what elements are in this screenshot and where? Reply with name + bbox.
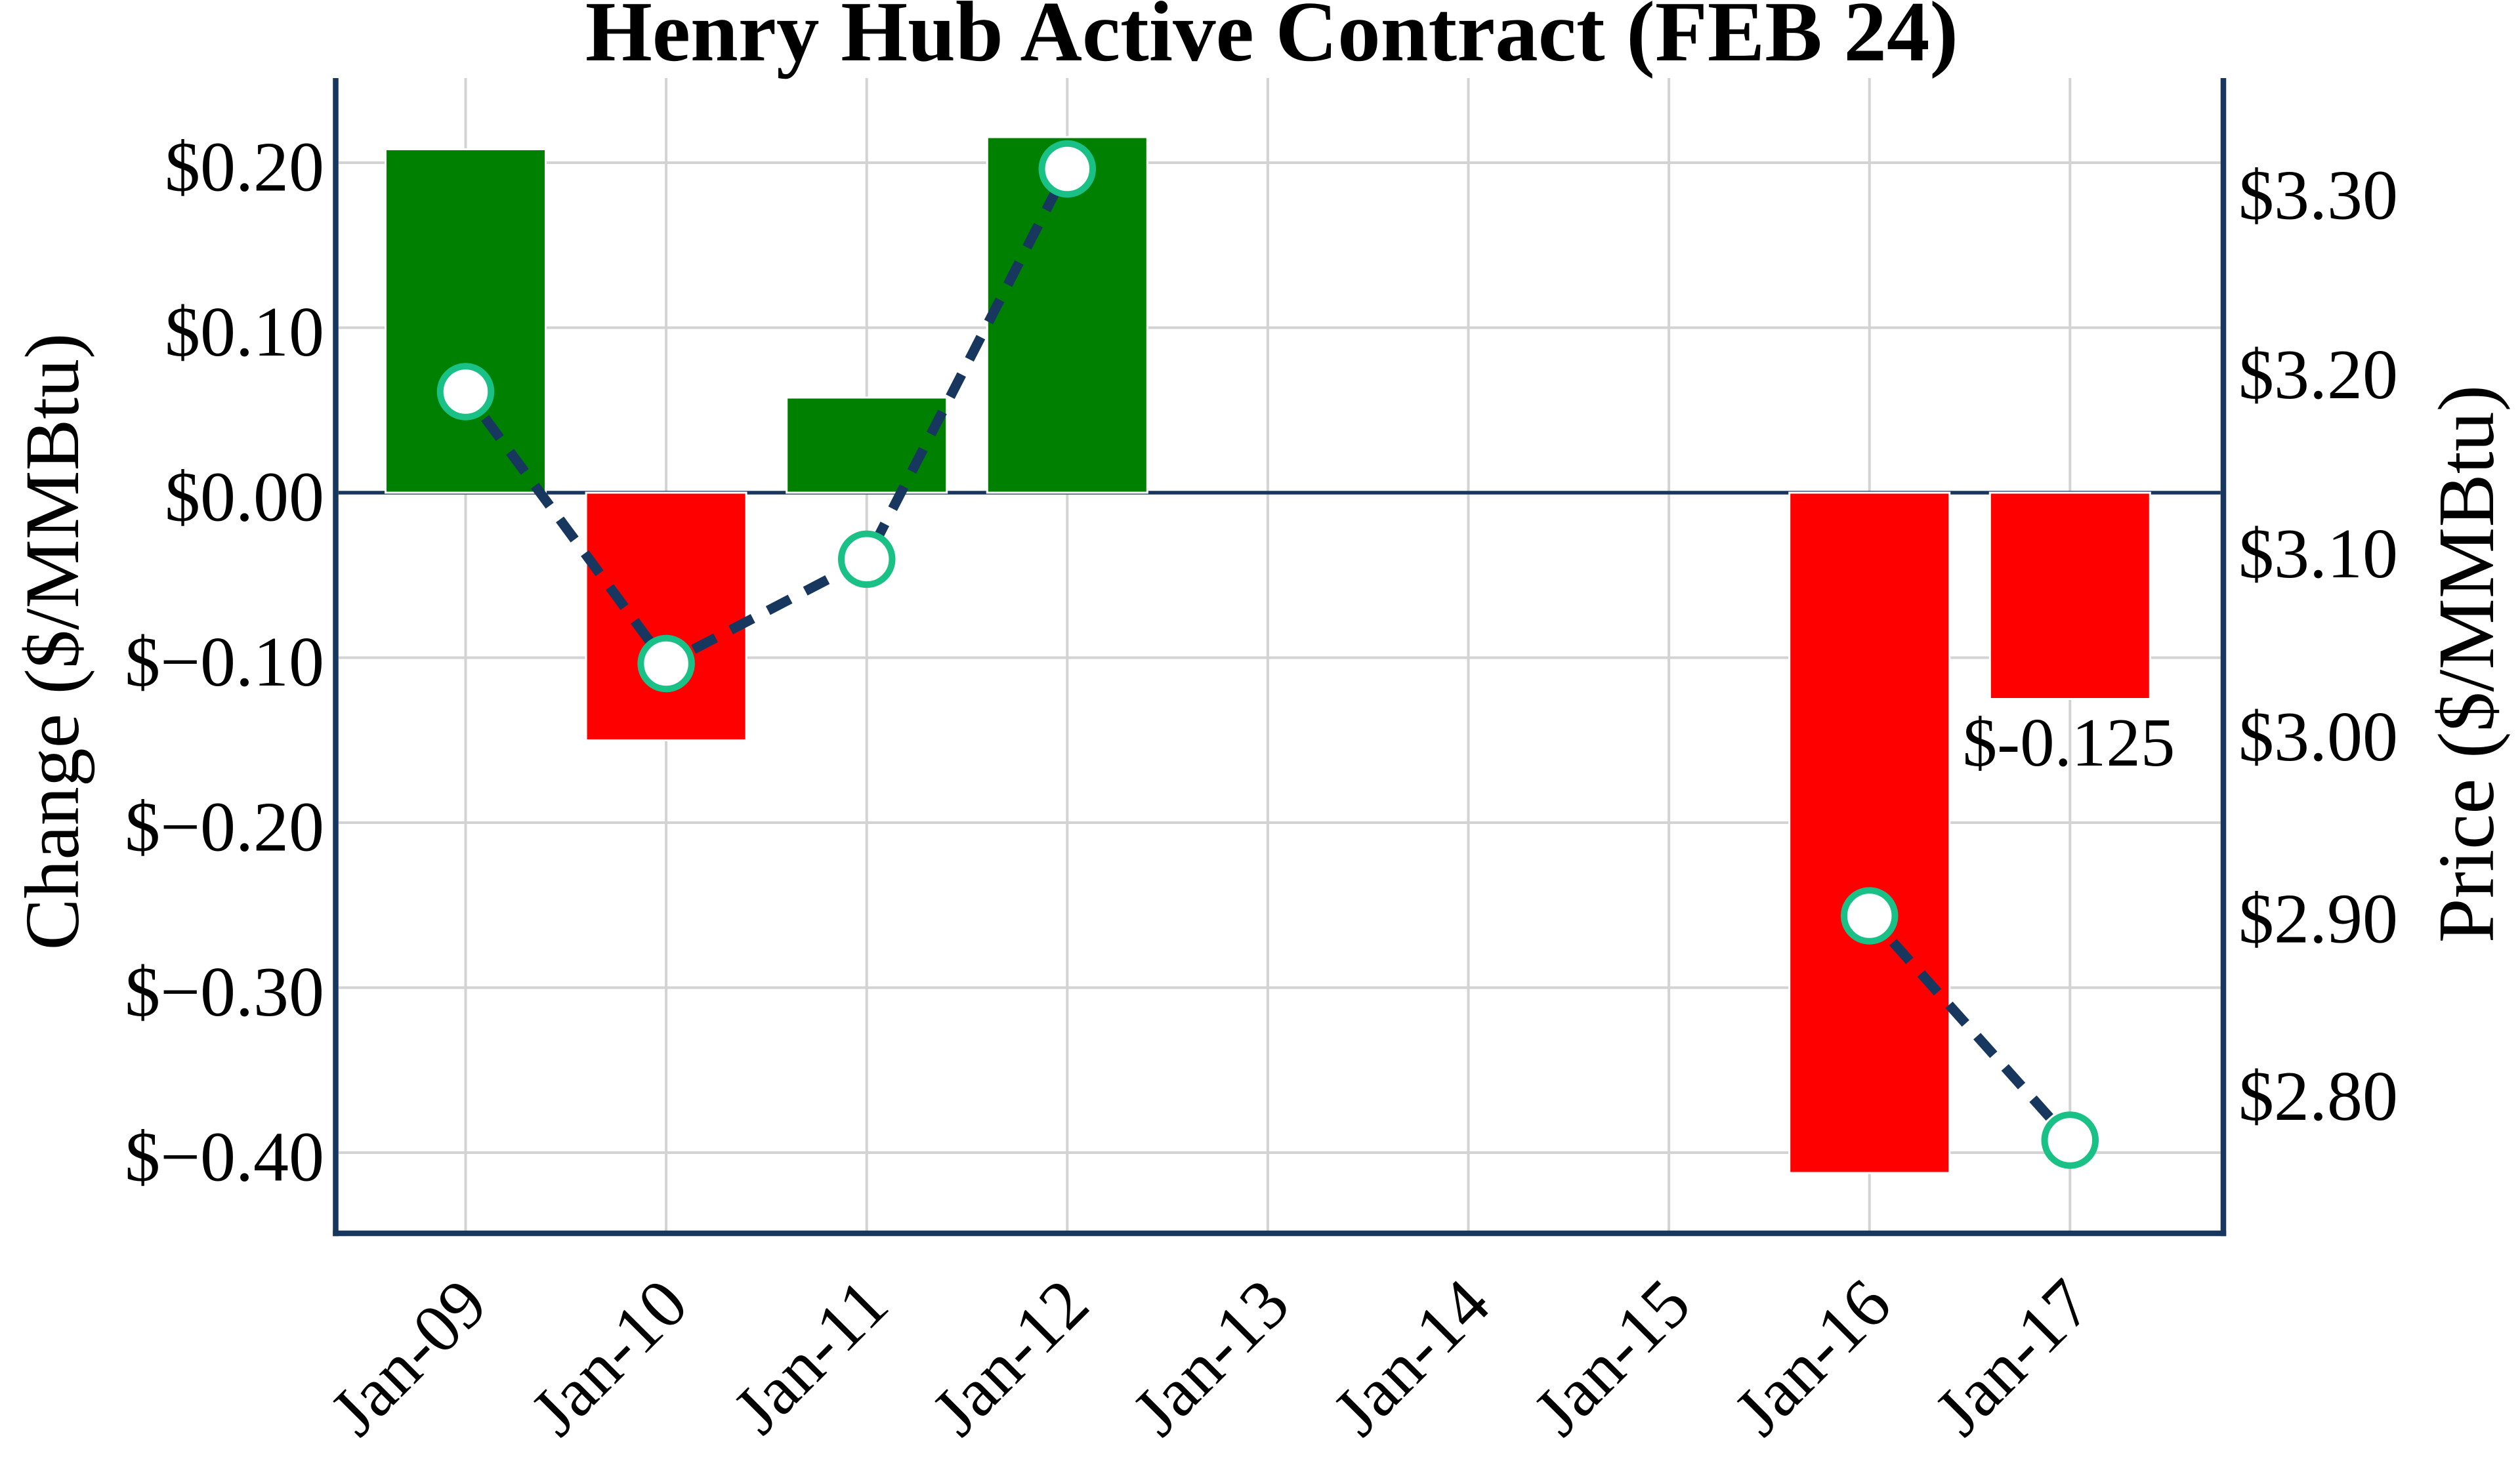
svg-text:$3.30: $3.30 <box>2238 157 2398 235</box>
svg-text:$3.10: $3.10 <box>2238 515 2398 593</box>
svg-text:$3.20: $3.20 <box>2238 336 2398 414</box>
svg-text:$−0.30: $−0.30 <box>125 953 324 1031</box>
svg-text:$0.00: $0.00 <box>165 458 324 536</box>
svg-text:$−0.10: $−0.10 <box>125 623 324 701</box>
svg-text:$2.90: $2.90 <box>2238 880 2398 958</box>
svg-text:Price ($/MMBtu): Price ($/MMBtu) <box>2422 385 2511 943</box>
svg-text:Change ($/MMBtu): Change ($/MMBtu) <box>9 333 95 951</box>
svg-text:Henry Hub Active Contract (FEB: Henry Hub Active Contract (FEB 24) <box>585 0 1958 79</box>
svg-text:$-0.125: $-0.125 <box>1963 704 2175 781</box>
svg-text:$3.00: $3.00 <box>2238 698 2398 776</box>
svg-text:$0.10: $0.10 <box>165 293 324 371</box>
svg-text:$−0.40: $−0.40 <box>125 1118 324 1196</box>
svg-text:$2.80: $2.80 <box>2238 1058 2398 1136</box>
svg-text:$−0.20: $−0.20 <box>125 788 324 866</box>
svg-text:$0.20: $0.20 <box>165 128 324 206</box>
